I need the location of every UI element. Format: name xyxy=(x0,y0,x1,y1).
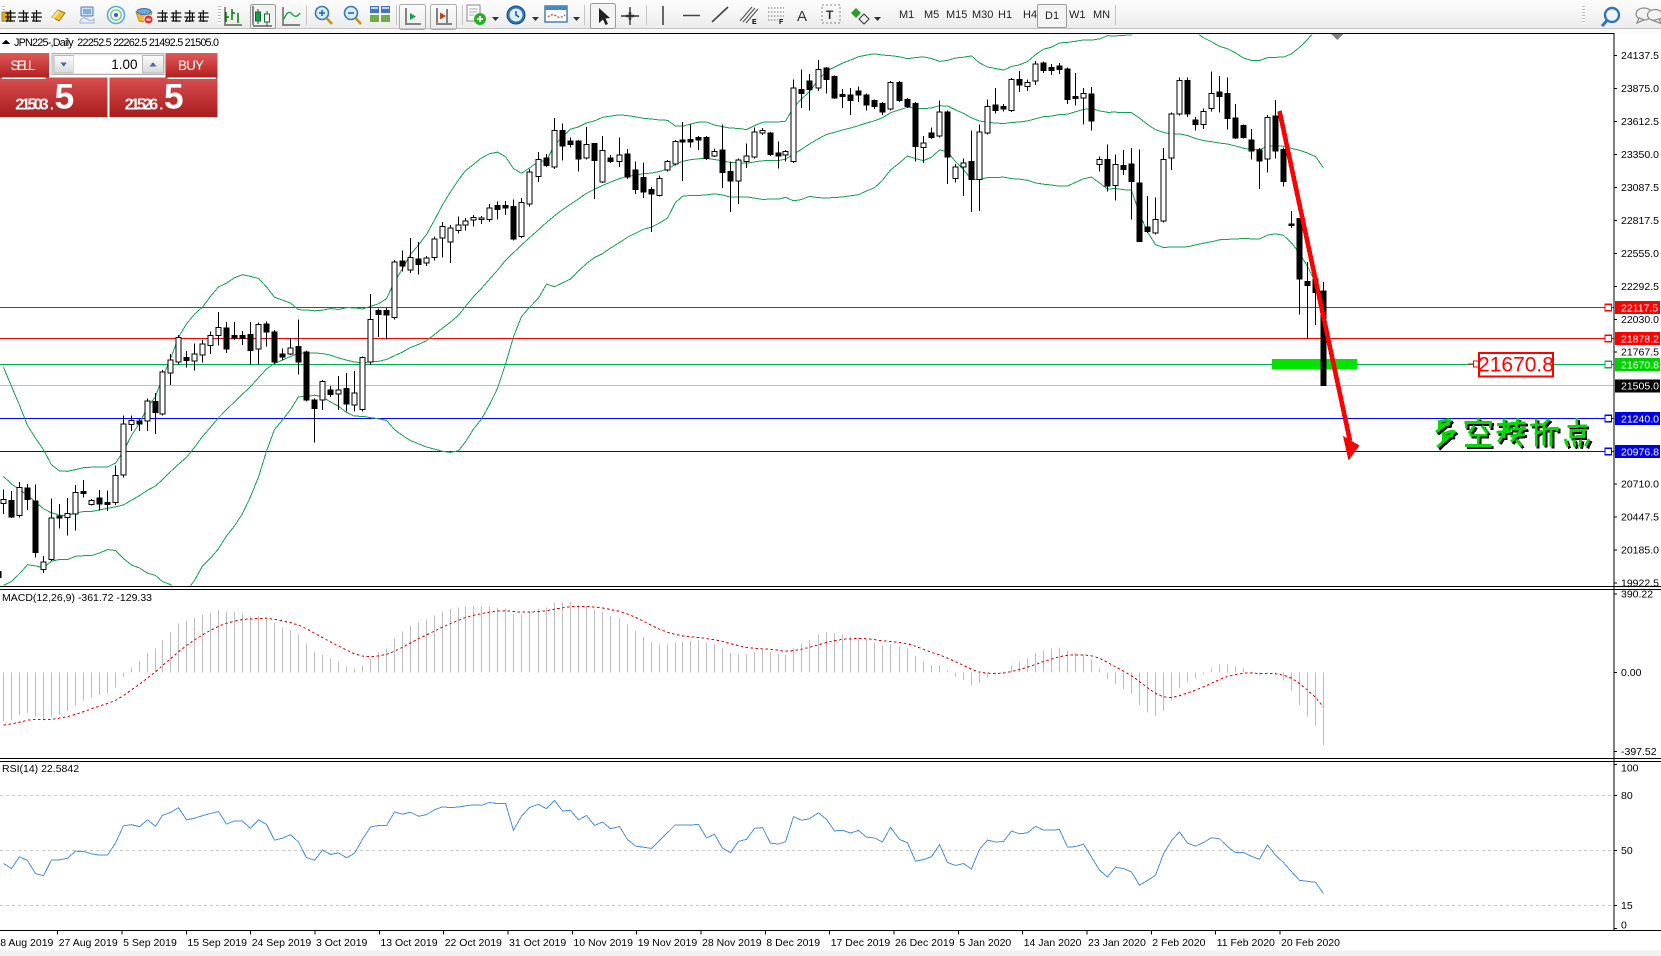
svg-text:13 Oct 2019: 13 Oct 2019 xyxy=(380,937,437,949)
svg-text:19922.5: 19922.5 xyxy=(1621,577,1659,589)
svg-text:21670.8: 21670.8 xyxy=(1621,359,1659,371)
svg-text:E: E xyxy=(752,19,757,26)
svg-text:3 Oct 2019: 3 Oct 2019 xyxy=(316,937,368,949)
svg-text:1.00: 1.00 xyxy=(111,57,137,72)
svg-text:23087.5: 23087.5 xyxy=(1621,182,1659,194)
svg-text:15 Sep 2019: 15 Sep 2019 xyxy=(187,937,247,949)
svg-text:0: 0 xyxy=(1621,920,1627,932)
svg-text:22030.0: 22030.0 xyxy=(1621,314,1659,326)
svg-text:.: . xyxy=(50,97,54,113)
svg-text:21878.2: 21878.2 xyxy=(1621,333,1659,345)
svg-text:18 Aug 2019: 18 Aug 2019 xyxy=(0,937,54,949)
svg-text:5: 5 xyxy=(55,77,75,117)
svg-text:23350.0: 23350.0 xyxy=(1621,149,1659,161)
svg-text:22117.5: 22117.5 xyxy=(1621,302,1658,314)
svg-text:27 Aug 2019: 27 Aug 2019 xyxy=(59,937,118,949)
svg-text:RSI(14) 22.5842: RSI(14) 22.5842 xyxy=(2,763,79,775)
svg-text:MACD(12,26,9) -361.72 -129.33: MACD(12,26,9) -361.72 -129.33 xyxy=(2,592,152,604)
svg-text:23 Jan 2020: 23 Jan 2020 xyxy=(1088,937,1146,949)
svg-text:5: 5 xyxy=(164,77,184,117)
svg-text:21240.0: 21240.0 xyxy=(1621,413,1659,425)
svg-text:100: 100 xyxy=(1621,763,1639,775)
svg-text:17 Dec 2019: 17 Dec 2019 xyxy=(831,937,891,949)
svg-text:20447.5: 20447.5 xyxy=(1621,512,1659,524)
svg-text:28 Nov 2019: 28 Nov 2019 xyxy=(702,937,762,949)
svg-text:22555.0: 22555.0 xyxy=(1621,248,1659,260)
svg-text:T: T xyxy=(826,8,834,22)
svg-text:19 Nov 2019: 19 Nov 2019 xyxy=(638,937,698,949)
svg-text:SELL: SELL xyxy=(11,58,36,73)
svg-text:20710.0: 20710.0 xyxy=(1621,479,1659,491)
svg-text:8 Dec 2019: 8 Dec 2019 xyxy=(766,937,820,949)
svg-text:11 Feb 2020: 11 Feb 2020 xyxy=(1217,937,1275,949)
svg-text:5 Sep 2019: 5 Sep 2019 xyxy=(123,937,177,949)
svg-text:10 Nov 2019: 10 Nov 2019 xyxy=(573,937,633,949)
svg-text:26 Dec 2019: 26 Dec 2019 xyxy=(895,937,955,949)
svg-text:.: . xyxy=(159,97,163,113)
svg-text:21503: 21503 xyxy=(15,97,49,114)
svg-text:24137.5: 24137.5 xyxy=(1621,50,1659,62)
svg-text:20976.8: 20976.8 xyxy=(1621,446,1659,458)
svg-text:22292.5: 22292.5 xyxy=(1621,281,1659,293)
svg-text:-397.52: -397.52 xyxy=(1621,746,1657,758)
svg-text:21505.0: 21505.0 xyxy=(1621,381,1659,393)
svg-text:21767.5: 21767.5 xyxy=(1621,347,1659,359)
svg-text:50: 50 xyxy=(1621,845,1633,857)
svg-text:5 Jan 2020: 5 Jan 2020 xyxy=(959,937,1011,949)
svg-text:A: A xyxy=(797,8,807,25)
svg-text:20185.0: 20185.0 xyxy=(1621,545,1659,557)
svg-text:15: 15 xyxy=(1621,900,1633,912)
svg-text:31 Oct 2019: 31 Oct 2019 xyxy=(509,937,566,949)
svg-text:2 Feb 2020: 2 Feb 2020 xyxy=(1152,937,1205,949)
svg-text:80: 80 xyxy=(1621,790,1633,802)
svg-text:JPN225-,Daily 22252.5 22262.5: JPN225-,Daily 22252.5 22262.5 21492.5 21… xyxy=(14,37,219,49)
svg-text:F: F xyxy=(779,19,784,26)
svg-text:14 Jan 2020: 14 Jan 2020 xyxy=(1024,937,1082,949)
svg-text:390.22: 390.22 xyxy=(1621,589,1653,601)
svg-text:20 Feb 2020: 20 Feb 2020 xyxy=(1281,937,1340,949)
svg-text:21670.8: 21670.8 xyxy=(1478,354,1554,377)
svg-text:21526: 21526 xyxy=(125,97,159,114)
svg-text:23612.5: 23612.5 xyxy=(1621,116,1659,128)
svg-text:24 Sep 2019: 24 Sep 2019 xyxy=(252,937,312,949)
svg-text:23875.0: 23875.0 xyxy=(1621,83,1659,95)
svg-text:BUY: BUY xyxy=(178,58,204,73)
svg-text:22 Oct 2019: 22 Oct 2019 xyxy=(445,937,502,949)
svg-text:0.00: 0.00 xyxy=(1621,667,1642,679)
svg-text:22817.5: 22817.5 xyxy=(1621,215,1659,227)
